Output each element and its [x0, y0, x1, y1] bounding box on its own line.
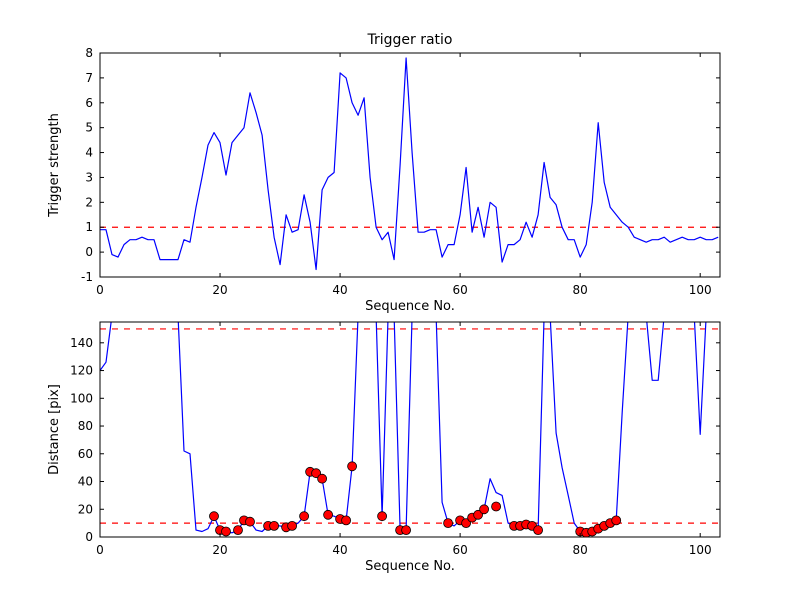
- y-tick-label: 20: [78, 502, 93, 516]
- x-tick-label: 60: [452, 543, 467, 557]
- x-tick-label: 20: [212, 283, 227, 297]
- chart-title: Trigger ratio: [366, 32, 452, 48]
- data-point-marker: [479, 504, 490, 515]
- data-point-marker: [269, 521, 280, 531]
- y-axis-label: Trigger strength: [47, 113, 62, 218]
- y-tick-label: 2: [85, 195, 93, 209]
- x-tick-label: 100: [689, 543, 712, 557]
- x-tick-label: 100: [689, 283, 712, 297]
- chart-distance: 0 20 40 60 80 100 0 20 40 60 80 100 120 140 Sequence N…: [47, 321, 721, 574]
- data-point-marker: [377, 511, 388, 522]
- data-point-marker: [311, 468, 322, 479]
- x-tick-label: 0: [96, 283, 104, 297]
- data-point-marker: [287, 521, 298, 531]
- y-tick-label: 100: [70, 391, 93, 405]
- x-axis-label: Sequence No.: [365, 559, 455, 574]
- axes-frame: [99, 321, 721, 538]
- data-point-marker: [347, 461, 358, 472]
- y-tick-label: 1: [85, 220, 93, 234]
- x-tick-label: 20: [212, 543, 227, 557]
- x-tick-label: 60: [452, 283, 467, 297]
- y-tick-label: 120: [70, 364, 93, 378]
- data-point-marker: [221, 526, 231, 537]
- data-point-marker: [533, 525, 543, 535]
- data-point-marker: [461, 518, 472, 528]
- y-tick-label: 6: [85, 96, 93, 110]
- data-point-marker: [245, 516, 255, 527]
- y-tick-label: 3: [85, 170, 93, 184]
- y-tick-label: 4: [85, 146, 93, 160]
- y-tick-label: -1: [81, 270, 93, 284]
- data-point-marker: [323, 509, 334, 520]
- y-tick-label: 40: [78, 475, 93, 489]
- data-point-marker: [443, 518, 454, 528]
- data-point-marker: [473, 509, 484, 520]
- axes-frame: [99, 52, 721, 278]
- data-point-marker: [209, 511, 219, 522]
- y-tick-label: 5: [85, 121, 93, 135]
- data-line: [100, 322, 707, 534]
- data-point-marker: [233, 525, 243, 535]
- x-axis-label: Sequence No.: [365, 299, 455, 314]
- y-tick-label: 0: [85, 245, 93, 259]
- y-tick-label: 7: [85, 71, 93, 85]
- y-tick-label: 140: [70, 336, 93, 350]
- data-point-marker: [317, 473, 328, 484]
- x-tick-label: 80: [573, 283, 588, 297]
- data-point-marker: [611, 515, 622, 526]
- data-point-marker: [401, 525, 412, 535]
- y-tick-label: 8: [85, 46, 93, 60]
- y-tick-label: 60: [78, 447, 93, 461]
- x-tick-label: 40: [332, 543, 347, 557]
- y-tick-label: 0: [85, 530, 93, 544]
- data-line: [100, 57, 719, 271]
- y-tick-label: 80: [78, 419, 93, 433]
- data-point-marker: [491, 501, 502, 512]
- data-point-marker: [299, 511, 310, 522]
- data-point-marker: [341, 515, 352, 526]
- x-tick-label: 0: [96, 543, 104, 557]
- y-axis-label: Distance [pix]: [47, 384, 62, 475]
- x-tick-label: 40: [332, 283, 347, 297]
- x-tick-label: 80: [573, 543, 588, 557]
